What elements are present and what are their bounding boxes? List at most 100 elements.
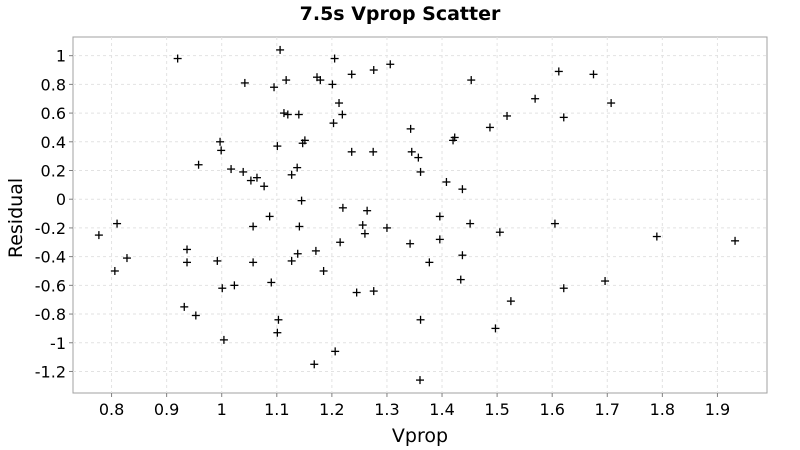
data-point bbox=[300, 136, 309, 145]
data-point bbox=[550, 219, 559, 228]
y-tick-label: -1 bbox=[50, 334, 66, 353]
y-axis-label: Residual bbox=[5, 178, 27, 258]
data-point bbox=[369, 287, 378, 296]
y-tick-label: 0.2 bbox=[41, 162, 66, 181]
data-point bbox=[191, 311, 200, 320]
data-point bbox=[416, 315, 425, 324]
data-point bbox=[219, 335, 228, 344]
data-point bbox=[352, 288, 361, 297]
x-tick-label: 0.8 bbox=[99, 400, 124, 419]
data-point bbox=[495, 228, 504, 237]
data-point bbox=[360, 229, 369, 238]
data-point bbox=[122, 254, 131, 263]
x-tick-label: 1.7 bbox=[595, 400, 620, 419]
data-point bbox=[435, 235, 444, 244]
x-tick-label: 1.2 bbox=[319, 400, 344, 419]
data-point bbox=[270, 83, 279, 92]
y-tick-label: -1.2 bbox=[35, 362, 66, 381]
data-point bbox=[113, 219, 122, 228]
data-point bbox=[458, 251, 467, 260]
data-point bbox=[425, 258, 434, 267]
data-point bbox=[240, 78, 249, 87]
data-point bbox=[442, 177, 451, 186]
data-point bbox=[330, 54, 339, 63]
data-point bbox=[506, 297, 515, 306]
data-point bbox=[369, 66, 378, 75]
data-point bbox=[531, 94, 540, 103]
data-point bbox=[194, 160, 203, 169]
data-point bbox=[358, 221, 367, 230]
data-point bbox=[467, 76, 476, 85]
data-point bbox=[295, 222, 304, 231]
data-point bbox=[601, 277, 610, 286]
y-tick-label: 0.8 bbox=[41, 75, 66, 94]
data-point bbox=[559, 284, 568, 293]
x-axis-label: Vprop bbox=[392, 425, 448, 447]
data-point bbox=[265, 212, 274, 221]
data-point bbox=[329, 119, 338, 128]
data-point bbox=[227, 165, 236, 174]
data-point bbox=[293, 163, 302, 172]
data-point bbox=[213, 256, 222, 265]
data-point bbox=[338, 203, 347, 212]
data-point bbox=[267, 278, 276, 287]
plot-area bbox=[72, 36, 768, 394]
x-tick-label: 1.9 bbox=[705, 400, 730, 419]
data-points bbox=[94, 45, 740, 385]
x-tick-label: 1.6 bbox=[539, 400, 564, 419]
data-point bbox=[652, 232, 661, 241]
data-point bbox=[382, 223, 391, 232]
data-point bbox=[319, 266, 328, 275]
data-point bbox=[386, 60, 395, 69]
data-point bbox=[589, 70, 598, 79]
y-tick-label: 0.4 bbox=[41, 133, 66, 152]
y-tick-label: -0.4 bbox=[35, 248, 66, 267]
data-point bbox=[273, 328, 282, 337]
data-point bbox=[282, 76, 291, 85]
data-point bbox=[180, 302, 189, 311]
data-point bbox=[485, 123, 494, 132]
data-point bbox=[294, 110, 303, 119]
data-point bbox=[273, 142, 282, 151]
data-point bbox=[435, 212, 444, 221]
data-point bbox=[173, 54, 182, 63]
data-point bbox=[554, 67, 563, 76]
data-point bbox=[607, 99, 616, 108]
data-point bbox=[311, 246, 320, 255]
data-point bbox=[491, 324, 500, 333]
data-point bbox=[230, 281, 239, 290]
data-point bbox=[316, 76, 325, 85]
data-point bbox=[183, 258, 192, 267]
data-point bbox=[283, 110, 292, 119]
data-point bbox=[458, 185, 467, 194]
data-point bbox=[559, 113, 568, 122]
data-point bbox=[110, 266, 119, 275]
data-point bbox=[406, 239, 415, 248]
data-point bbox=[338, 110, 347, 119]
x-tick-label: 1.5 bbox=[484, 400, 509, 419]
data-point bbox=[414, 153, 423, 162]
data-point bbox=[287, 170, 296, 179]
data-point bbox=[407, 147, 416, 156]
y-tick-label: -0.6 bbox=[35, 276, 66, 295]
data-point bbox=[335, 99, 344, 108]
chart-title: 7.5s Vprop Scatter bbox=[300, 3, 501, 25]
data-point bbox=[503, 111, 512, 120]
data-point bbox=[260, 182, 269, 191]
data-point bbox=[416, 167, 425, 176]
data-point bbox=[287, 256, 296, 265]
x-axis: 0.8 0.9 1 1.1 1.2 1.3 1.4 1.5 1.6 1.7 1.8 1.9 bbox=[99, 393, 730, 419]
data-point bbox=[328, 80, 337, 89]
data-point bbox=[336, 238, 345, 247]
data-point bbox=[456, 275, 465, 284]
data-point bbox=[183, 245, 192, 254]
data-point bbox=[274, 315, 283, 324]
data-point bbox=[297, 196, 306, 205]
x-tick-label: 1.3 bbox=[374, 400, 399, 419]
data-point bbox=[347, 70, 356, 79]
data-point bbox=[310, 360, 319, 369]
data-point bbox=[217, 146, 226, 155]
y-tick-label: 0.6 bbox=[41, 104, 66, 123]
data-point bbox=[239, 167, 248, 176]
